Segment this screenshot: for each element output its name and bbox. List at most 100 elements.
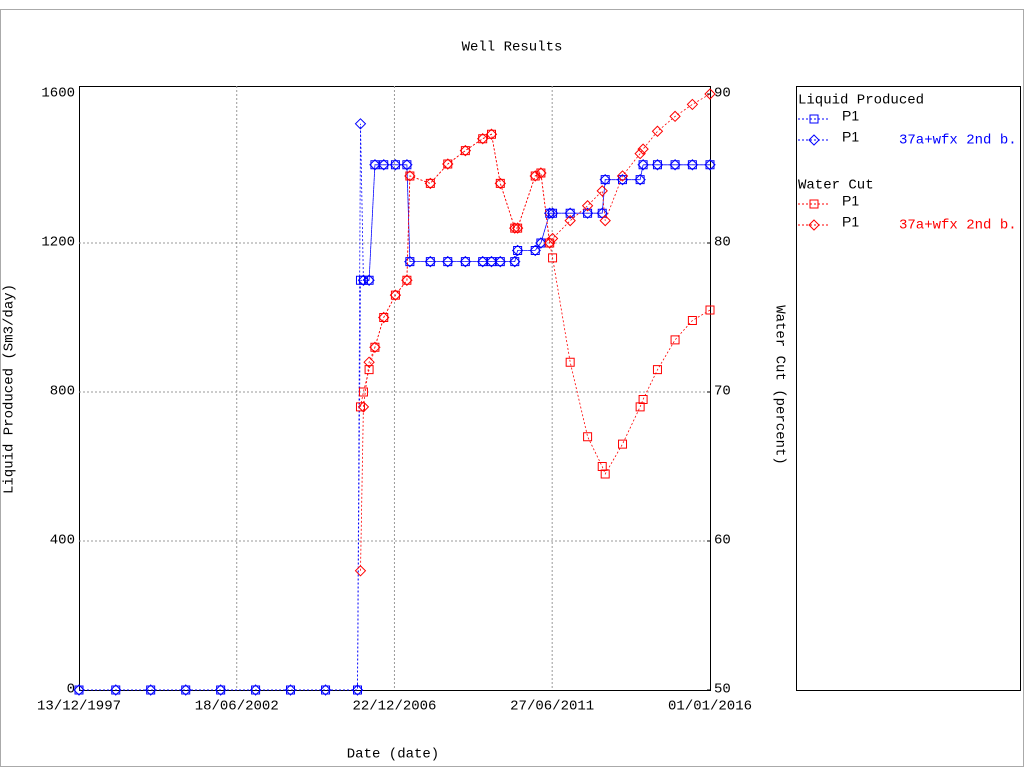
data-point — [705, 305, 715, 315]
legend-label: P1 — [842, 214, 859, 230]
x-tick-label: 01/01/2016 — [668, 699, 752, 715]
data-point — [511, 244, 524, 257]
data-point — [669, 159, 681, 171]
window-border — [0, 9, 1024, 767]
data-point — [686, 98, 699, 111]
legend-group-title: Water Cut — [798, 178, 874, 194]
data-point — [401, 159, 413, 171]
data-point — [389, 159, 402, 171]
data-point — [634, 147, 646, 160]
data-point — [354, 565, 367, 577]
data-point — [618, 439, 628, 449]
data-point — [180, 684, 192, 696]
data-point — [546, 207, 559, 219]
y2-tick-label: 70 — [714, 384, 731, 400]
data-point — [651, 159, 664, 171]
data-point — [581, 200, 594, 212]
y2-tick-label: 60 — [714, 533, 731, 549]
data-point — [401, 274, 413, 286]
data-point — [319, 684, 332, 696]
data-point — [363, 274, 375, 286]
data-point — [635, 402, 645, 412]
series-line — [360, 93, 711, 571]
data-point — [583, 432, 593, 442]
data-point — [564, 207, 576, 219]
data-point — [389, 289, 402, 301]
data-point — [509, 255, 521, 268]
y-tick-label: 1600 — [41, 86, 75, 102]
legend-marker — [809, 199, 819, 209]
data-point — [669, 110, 681, 123]
data-point — [616, 170, 629, 182]
data-point — [404, 170, 416, 182]
series-line — [79, 123, 710, 691]
data-point — [565, 357, 575, 367]
data-point — [476, 132, 489, 145]
data-point — [581, 207, 594, 219]
data-point — [529, 244, 541, 257]
data-point — [357, 274, 370, 286]
y-tick-label: 800 — [50, 384, 75, 400]
data-point — [546, 232, 559, 245]
data-point — [543, 207, 556, 219]
data-point — [686, 159, 699, 171]
data-point — [378, 311, 390, 324]
legend-label: P1 — [842, 193, 859, 209]
data-point — [599, 173, 611, 186]
y-tick-label: 1200 — [41, 235, 75, 251]
legend-label: P1 — [842, 108, 859, 124]
data-point — [249, 684, 262, 696]
data-point — [424, 255, 437, 268]
data-point — [637, 143, 649, 155]
data-point — [704, 159, 716, 171]
data-point — [485, 255, 498, 268]
data-point — [358, 387, 368, 397]
series-line — [360, 133, 711, 475]
data-point — [485, 128, 498, 140]
y-axis-label: Liquid Produced (Sm3/day) — [2, 284, 18, 494]
chart-title: Well Results — [462, 40, 563, 56]
data-point — [634, 173, 646, 186]
legend-marker — [808, 219, 820, 231]
data-point — [494, 177, 507, 190]
data-point — [543, 237, 556, 249]
y2-tick-label: 90 — [714, 86, 731, 102]
data-point — [476, 255, 489, 268]
data-point — [599, 214, 611, 227]
data-point — [354, 118, 367, 130]
legend-label: P1 — [842, 129, 859, 145]
legend-group-title: Liquid Produced — [798, 93, 924, 109]
data-point — [529, 170, 541, 182]
data-point — [597, 462, 607, 471]
data-point — [284, 684, 297, 696]
legend-marker — [809, 114, 819, 124]
legend-case: 37a+wfx 2nd b. — [899, 218, 1017, 234]
data-point — [369, 159, 381, 171]
data-point — [704, 88, 716, 100]
data-point — [73, 684, 85, 696]
data-point — [459, 255, 472, 268]
data-point — [535, 167, 547, 179]
data-point — [442, 158, 454, 170]
y-tick-label: 400 — [50, 533, 75, 549]
y2-axis-label: Water Cut (percent) — [771, 305, 787, 465]
data-point — [651, 125, 664, 137]
data-point — [404, 255, 416, 268]
data-point — [535, 237, 547, 249]
data-point — [638, 394, 648, 404]
data-point — [144, 684, 157, 696]
legend-case: 37a+wfx 2nd b. — [899, 133, 1017, 149]
data-point — [600, 469, 610, 479]
x-tick-label: 13/12/1997 — [37, 699, 121, 715]
legend-box — [796, 86, 1021, 691]
data-point — [214, 684, 227, 696]
y-tick-label: 0 — [67, 682, 75, 698]
data-point — [548, 253, 558, 263]
x-tick-label: 18/06/2002 — [195, 699, 279, 715]
data-point — [357, 401, 370, 413]
legend-marker — [808, 134, 820, 146]
data-point — [637, 159, 649, 171]
data-point — [110, 684, 122, 696]
y2-tick-label: 80 — [714, 235, 731, 251]
